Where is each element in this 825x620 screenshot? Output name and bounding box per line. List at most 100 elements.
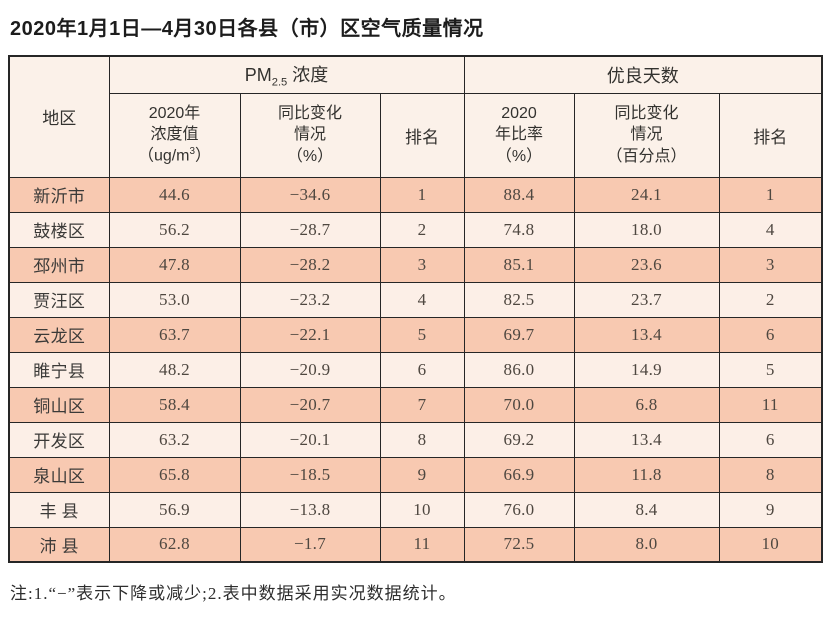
pm-rank-cell: 5 (379, 316, 465, 353)
pm25-label-subscript: 2.5 (271, 76, 288, 89)
gd-change-cell: 6.8 (573, 386, 720, 423)
col-header-pm-value: 2020年浓度值 （ug/m3） (108, 92, 241, 178)
page: 2020年1月1日—4月30日各县（市）区空气质量情况 地区 PM2.5 浓度 … (8, 18, 824, 603)
table-row: 贾汪区 53.0 −23.2 4 82.5 23.7 2 (8, 281, 823, 318)
pm-change-cell: −13.8 (239, 491, 381, 528)
region-cell: 睢宁县 (8, 351, 110, 388)
pm-value-unit-post: ） (195, 147, 212, 165)
pm-value-unit-sup: 3 (189, 146, 196, 158)
table-row: 睢宁县 48.2 −20.9 6 86.0 14.9 5 (8, 351, 823, 388)
region-cell: 云龙区 (8, 316, 110, 353)
region-cell: 贾汪区 (8, 281, 110, 318)
gd-rank-cell: 5 (718, 351, 823, 388)
region-cell: 泉山区 (8, 456, 110, 493)
pm-value-cell: 58.4 (108, 386, 241, 423)
gd-change-cell: 18.0 (573, 211, 720, 248)
table-row: 开发区 63.2 −20.1 8 69.2 13.4 6 (8, 421, 823, 458)
pm-rank-cell: 7 (379, 386, 465, 423)
gd-ratio-cell: 70.0 (463, 386, 575, 423)
pm-rank-cell: 4 (379, 281, 465, 318)
pm-value-line1: 2020年 (148, 105, 201, 123)
header-sub-row: 2020年 浓度值 （ug/m3） 同比变化 情况 （%） 排名 2020 年比率 … (9, 92, 823, 178)
gd-change-cell: 14.9 (573, 351, 720, 388)
pm-value-cell: 63.2 (108, 421, 241, 458)
col-header-gd-rank: 排名 (718, 92, 823, 178)
gd-rank-cell: 2 (718, 281, 823, 318)
gd-ratio-cell: 86.0 (463, 351, 575, 388)
gd-ratio-cell: 66.9 (463, 456, 575, 493)
gd-change-cell: 11.8 (573, 456, 720, 493)
pm25-label-suffix: 浓度 (287, 64, 329, 85)
air-quality-table: 地区 PM2.5 浓度 优良天数 2020年 浓度值 （ug/m3） 同比变化 情况… (8, 55, 824, 563)
gd-change-cell: 8.0 (573, 526, 720, 563)
pm-rank-cell: 6 (379, 351, 465, 388)
pm-change-cell: −18.5 (239, 456, 381, 493)
pm-value-cell: 47.8 (108, 246, 241, 283)
region-cell: 丰 县 (8, 491, 110, 528)
region-cell: 邳州市 (8, 246, 110, 283)
pm-value-cell: 48.2 (108, 351, 241, 388)
gd-rank-cell: 3 (718, 246, 823, 283)
region-cell: 铜山区 (8, 386, 110, 423)
gd-change-cell: 24.1 (573, 176, 720, 213)
pm-change-cell: −23.2 (239, 281, 381, 318)
gd-rank-cell: 1 (718, 176, 823, 213)
pm-change-cell: −34.6 (239, 176, 381, 213)
table-row: 铜山区 58.4 −20.7 7 70.0 6.8 11 (8, 386, 823, 423)
region-cell: 开发区 (8, 421, 110, 458)
pm-change-cell: −20.7 (239, 386, 381, 423)
gd-change-cell: 23.7 (573, 281, 720, 318)
gd-ratio-cell: 74.8 (463, 211, 575, 248)
pm-value-cell: 65.8 (108, 456, 241, 493)
col-header-gd-change: 同比变化 情况 （百分点） (573, 92, 720, 178)
gd-rank-cell: 4 (718, 211, 823, 248)
table-row: 泉山区 65.8 −18.5 9 66.9 11.8 8 (8, 456, 823, 493)
pm-change-cell: −22.1 (239, 316, 381, 353)
col-header-gd-ratio: 2020 年比率 （%） (463, 92, 575, 178)
gd-ratio-cell: 85.1 (463, 246, 575, 283)
gd-ratio-cell: 76.0 (463, 491, 575, 528)
pm-value-cell: 62.8 (108, 526, 241, 563)
pm-change-cell: −20.1 (239, 421, 381, 458)
pm-value-cell: 56.2 (108, 211, 241, 248)
col-header-pm-rank: 排名 (379, 92, 465, 178)
table-row: 云龙区 63.7 −22.1 5 69.7 13.4 6 (8, 316, 823, 353)
pm-rank-cell: 2 (379, 211, 465, 248)
region-cell: 沛 县 (8, 526, 110, 563)
gd-change-cell: 13.4 (573, 421, 720, 458)
pm-change-cell: −1.7 (239, 526, 381, 563)
pm25-label-prefix: PM (244, 64, 272, 85)
page-title: 2020年1月1日—4月30日各县（市）区空气质量情况 (10, 18, 484, 40)
table-row: 邳州市 47.8 −28.2 3 85.1 23.6 3 (8, 246, 823, 283)
gd-rank-cell: 11 (718, 386, 823, 423)
pm-change-cell: −28.2 (239, 246, 381, 283)
pm-value-cell: 44.6 (108, 176, 241, 213)
gd-rank-cell: 6 (718, 316, 823, 353)
gd-change-cell: 8.4 (573, 491, 720, 528)
col-group-pm25: PM2.5 浓度 (108, 55, 465, 94)
pm-rank-cell: 1 (379, 176, 465, 213)
gd-ratio-cell: 88.4 (463, 176, 575, 213)
gd-ratio-cell: 82.5 (463, 281, 575, 318)
pm-rank-cell: 8 (379, 421, 465, 458)
region-cell: 新沂市 (8, 176, 110, 213)
col-header-region: 地区 (8, 55, 110, 178)
table-row: 新沂市 44.6 −34.6 1 88.4 24.1 1 (8, 176, 823, 213)
pm-rank-cell: 10 (379, 491, 465, 528)
gd-ratio-cell: 69.2 (463, 421, 575, 458)
pm-value-cell: 53.0 (108, 281, 241, 318)
gd-ratio-cell: 72.5 (463, 526, 575, 563)
gd-ratio-cell: 69.7 (463, 316, 575, 353)
gd-rank-cell: 9 (718, 491, 823, 528)
pm-value-cell: 56.9 (108, 491, 241, 528)
gd-rank-cell: 8 (718, 456, 823, 493)
gd-change-cell: 13.4 (573, 316, 720, 353)
table-row: 沛 县 62.8 −1.7 11 72.5 8.0 10 (8, 526, 823, 563)
footnote: 注:1.“−”表示下降或减少;2.表中数据采用实况数据统计。 (10, 584, 457, 603)
pm-value-unit-pre: （ug/m (137, 147, 190, 165)
col-group-good-days: 优良天数 (463, 55, 823, 94)
pm-change-cell: −28.7 (239, 211, 381, 248)
pm-rank-cell: 9 (379, 456, 465, 493)
table-header: 地区 PM2.5 浓度 优良天数 2020年浓度值 （ug/m3） 同比变化 情况… (8, 55, 823, 178)
pm-value-line2: 浓度值 (150, 126, 199, 144)
